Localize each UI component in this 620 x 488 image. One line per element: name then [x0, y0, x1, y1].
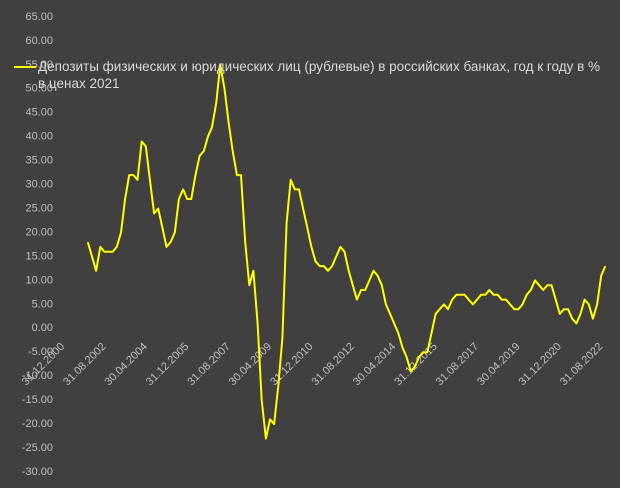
- y-tick-label: -20.00: [22, 418, 53, 430]
- y-tick-label: 5.00: [32, 298, 53, 310]
- x-tick-label: 31.08.2012: [310, 341, 357, 388]
- x-tick-label: 30.04.2009: [227, 341, 274, 388]
- x-tick-label: 30.04.2014: [351, 341, 398, 388]
- y-tick-label: 20.00: [25, 226, 53, 238]
- x-tick-label: 31.12.2020: [517, 341, 564, 388]
- x-tick-label: 30.04.2019: [475, 341, 522, 388]
- y-tick-label: 40.00: [25, 131, 53, 143]
- y-tick-label: 60.00: [25, 35, 53, 47]
- y-tick-label: 50.00: [25, 83, 53, 95]
- y-tick-label: 45.00: [25, 107, 53, 119]
- data-line: [86, 63, 607, 440]
- y-tick-label: 0.00: [32, 322, 53, 334]
- legend-key: [14, 66, 36, 68]
- legend-label: Депозиты физических и юридических лиц (р…: [38, 59, 601, 91]
- y-tick-label: -10.00: [22, 370, 53, 382]
- y-tick-label: 25.00: [25, 202, 53, 214]
- x-tick-label: 31.12.2010: [268, 341, 315, 388]
- y-tick-label: 15.00: [25, 250, 53, 262]
- x-tick-label: 31.08.2002: [61, 341, 108, 388]
- x-tick-label: 30.04.2004: [103, 341, 150, 388]
- y-tick-label: 10.00: [25, 274, 53, 286]
- x-tick-label: 31.08.2022: [558, 341, 605, 388]
- y-tick-label: 65.00: [25, 11, 53, 23]
- y-tick-label: -5.00: [28, 346, 53, 358]
- x-tick-label: 31.12.2005: [144, 341, 191, 388]
- legend: Депозиты физических и юридических лиц (р…: [14, 58, 614, 92]
- y-tick-label: -30.00: [22, 466, 53, 478]
- y-tick-label: 35.00: [25, 155, 53, 167]
- y-tick-label: -15.00: [22, 394, 53, 406]
- y-tick-label: -25.00: [22, 442, 53, 454]
- y-tick-label: 30.00: [25, 179, 53, 191]
- x-tick-label: 31.08.2007: [185, 341, 232, 388]
- x-tick-label: 31.08.2017: [434, 341, 481, 388]
